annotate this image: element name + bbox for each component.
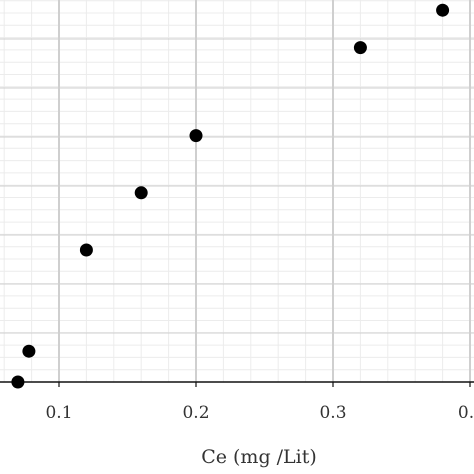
x-tick-label: 0.3 bbox=[319, 403, 346, 423]
data-point bbox=[79, 243, 93, 257]
data-points bbox=[11, 3, 450, 389]
data-point bbox=[22, 344, 36, 358]
data-point bbox=[353, 41, 367, 55]
major-gridlines bbox=[0, 0, 474, 382]
x-tick-label: 0.2 bbox=[182, 403, 209, 423]
x-axis-ticks: 0.1 0.2 0.3 0. bbox=[45, 382, 474, 423]
data-point bbox=[11, 375, 25, 389]
minor-gridlines bbox=[0, 0, 474, 383]
data-point bbox=[134, 186, 148, 200]
x-axis-title: Ce (mg /Lit) bbox=[201, 446, 317, 468]
x-tick-label: 0.1 bbox=[45, 403, 72, 423]
data-point bbox=[436, 3, 450, 17]
x-tick-label: 0. bbox=[458, 403, 474, 423]
data-point bbox=[189, 129, 203, 143]
